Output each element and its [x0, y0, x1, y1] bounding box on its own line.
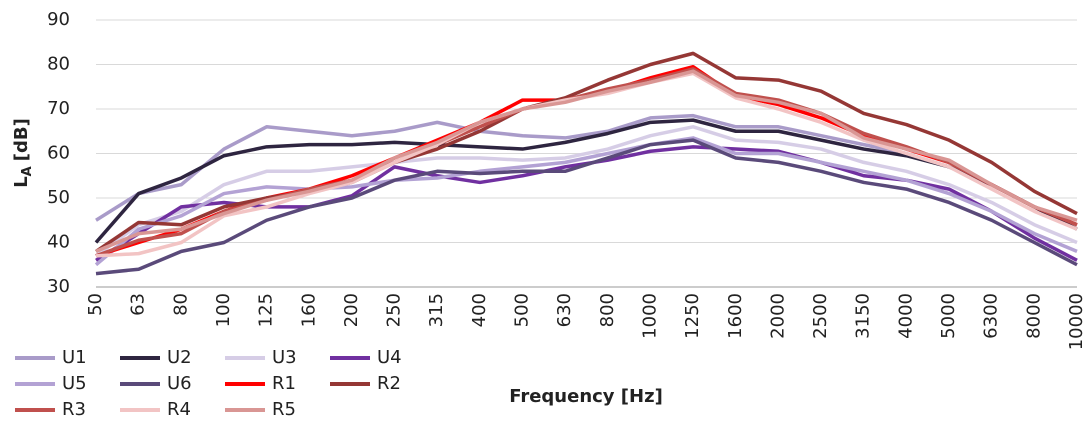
y-tick-label: 60: [47, 143, 70, 164]
series-line: [95, 69, 1078, 254]
y-label-sub: A: [20, 166, 35, 176]
x-tick-label: 500: [512, 293, 533, 327]
legend-label: R2: [377, 373, 401, 394]
legend-label: U3: [272, 347, 297, 368]
y-tick-label: 90: [47, 9, 70, 30]
x-tick-label: 1000: [639, 293, 660, 339]
legend-label: R4: [167, 399, 191, 420]
series-line: [94, 136, 1078, 267]
legend-label: U2: [167, 347, 192, 368]
y-tick-label: 30: [47, 276, 70, 297]
y-tick-label: 80: [47, 54, 70, 75]
x-axis-label: Frequency [Hz]: [509, 386, 663, 407]
x-tick-label: 800: [597, 293, 618, 327]
legend-label: R3: [62, 399, 86, 420]
x-tick-label: 1600: [725, 293, 746, 339]
x-tick-label: 315: [426, 293, 447, 327]
x-tick-label: 160: [298, 293, 319, 327]
x-tick-label: 2500: [810, 293, 831, 339]
x-tick-label: 63: [128, 293, 149, 316]
series-line: [94, 125, 1078, 258]
x-tick-label: 80: [170, 293, 191, 316]
series-line: [95, 51, 1078, 253]
x-tick-label: 6300: [981, 293, 1002, 339]
x-tick-label: 125: [256, 293, 277, 327]
x-tick-label: 630: [554, 293, 575, 327]
x-tick-label: 2000: [767, 293, 788, 339]
x-tick-label: 100: [213, 293, 234, 327]
x-tick-label: 3150: [853, 293, 874, 339]
legend-label: U1: [62, 347, 87, 368]
y-axis-label: LA [dB]: [11, 118, 35, 188]
x-tick-label: 4000: [895, 293, 916, 339]
y-tick-label: 40: [47, 232, 70, 253]
series-line: [95, 138, 1078, 276]
y-label-main: L: [11, 176, 32, 187]
legend-label: U5: [62, 373, 87, 394]
x-tick-label: 400: [469, 293, 490, 327]
y-tick-label: 70: [47, 98, 70, 119]
legend-label: U6: [167, 373, 192, 394]
x-tick-label: 200: [341, 293, 362, 327]
legend-label: R5: [272, 399, 296, 420]
legend-label: R1: [272, 373, 296, 394]
legend-label: U4: [377, 347, 402, 368]
x-tick-label: 50: [85, 293, 106, 316]
x-tick-label: 5000: [938, 293, 959, 339]
x-tick-label: 1250: [682, 293, 703, 339]
x-tick-label: 10000: [1066, 293, 1087, 350]
x-tick-label: 250: [384, 293, 405, 327]
y-label-unit: [dB]: [11, 118, 32, 161]
y-tick-label: 50: [47, 187, 70, 208]
x-tick-label: 8000: [1023, 293, 1044, 339]
series-line: [94, 118, 1078, 244]
